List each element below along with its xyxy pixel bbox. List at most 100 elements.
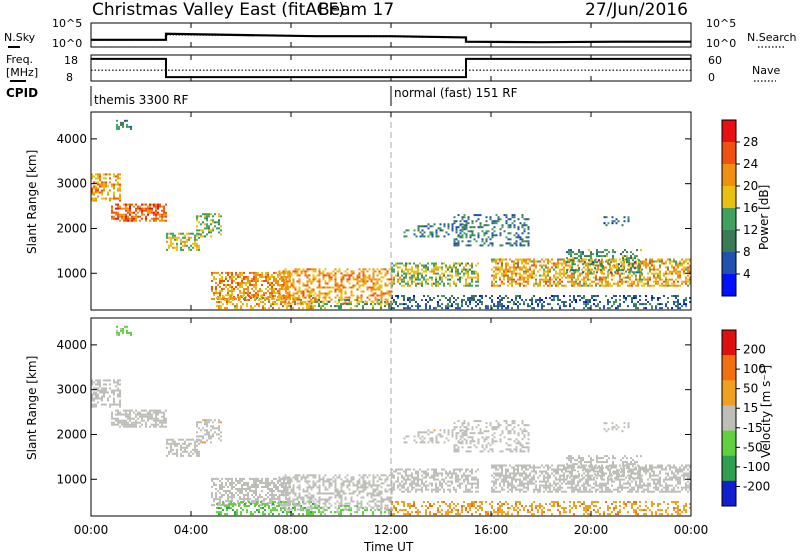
power-cell [561, 280, 563, 283]
power-cell [473, 226, 476, 229]
power-cell [465, 280, 467, 283]
velocity-cell [121, 423, 123, 426]
velocity-cell [127, 421, 129, 424]
power-cell [475, 272, 477, 275]
power-cell [210, 229, 212, 232]
power-cell [239, 282, 241, 284]
power-cell [239, 271, 241, 274]
power-cell [519, 284, 521, 287]
velocity-cell [121, 419, 123, 422]
power-cell [449, 264, 451, 267]
power-cell [310, 292, 313, 295]
power-cell [153, 203, 155, 206]
velocity-cell [111, 411, 113, 414]
velocity-cell [340, 482, 343, 485]
velocity-cell [277, 482, 279, 484]
power-cell [551, 258, 553, 261]
power-cell [531, 299, 533, 301]
velocity-cell [395, 480, 397, 483]
power-cell [499, 301, 501, 303]
velocity-cell [117, 379, 119, 382]
velocity-cell [262, 511, 264, 514]
power-cell [247, 288, 249, 290]
power-cell [505, 236, 508, 239]
beam-label: Beam 17 [318, 0, 394, 20]
power-cell [573, 307, 575, 310]
power-cell [451, 295, 453, 297]
power-cell [689, 258, 691, 261]
velocity-cell [202, 441, 204, 444]
power-cell [243, 290, 245, 293]
power-cell [232, 297, 234, 299]
power-cell [681, 280, 683, 283]
velocity-cell [202, 435, 204, 438]
power-cell [370, 290, 373, 293]
cpid-row: CPID themis 3300 RF normal (fast) 151 RF [6, 86, 518, 107]
power-cell [196, 217, 198, 220]
velocity-cell [320, 498, 323, 501]
velocity-cell [419, 468, 421, 471]
power-cell [571, 284, 573, 287]
velocity-cell [91, 381, 93, 384]
power-cell [637, 301, 639, 303]
power-cell [677, 274, 679, 277]
power-cell [463, 295, 465, 297]
velocity-cell [215, 496, 217, 499]
power-cell [277, 280, 279, 282]
velocity-cell [95, 379, 97, 382]
power-cell [115, 217, 117, 220]
velocity-cell [358, 509, 360, 512]
power-cell [467, 297, 469, 299]
velocity-cell [232, 503, 234, 505]
power-cell [225, 284, 227, 286]
velocity-cell [322, 511, 324, 514]
power-cell [362, 272, 365, 275]
velocity-cell [243, 477, 245, 480]
power-cell [159, 205, 161, 208]
velocity-cell [261, 482, 263, 484]
power-cell [539, 301, 541, 303]
velocity-cell [296, 480, 299, 483]
power-cell [384, 292, 387, 295]
power-cell [588, 255, 590, 258]
power-cell [457, 297, 459, 299]
power-cell [141, 217, 143, 220]
power-cell [237, 282, 239, 284]
power-cell [109, 173, 111, 176]
power-cell [515, 232, 518, 235]
power-cell [354, 284, 357, 287]
power-cell [572, 261, 574, 264]
velocity-cell [318, 478, 321, 481]
velocity-cell [403, 478, 405, 481]
velocity-cell [245, 482, 247, 484]
velocity-cell [101, 389, 103, 392]
velocity-cell [170, 442, 172, 445]
power-cell [119, 199, 121, 202]
power-cell [121, 213, 123, 216]
velocity-cell [273, 482, 275, 484]
power-cell [435, 280, 437, 283]
velocity-cell [147, 415, 149, 418]
power-cell [318, 282, 321, 285]
velocity-cell [163, 417, 165, 420]
power-cell [649, 303, 651, 306]
velocity-cell [210, 441, 212, 444]
velocity-cell [202, 437, 204, 440]
power-cell [597, 264, 599, 267]
power-cell [332, 286, 335, 289]
velocity-cell [113, 399, 115, 402]
power-cell [298, 268, 301, 271]
power-cell [111, 205, 113, 208]
velocity-cell [176, 454, 178, 457]
velocity-cell [219, 498, 221, 501]
velocity-cell [247, 498, 249, 501]
power-cell [296, 297, 298, 299]
power-cell [485, 232, 488, 235]
velocity-cell [285, 498, 287, 501]
power-cell [271, 290, 273, 293]
velocity-cell [214, 419, 216, 422]
power-cell [310, 268, 313, 271]
power-cell [255, 280, 257, 282]
velocity-cell [254, 511, 256, 514]
power-cell [629, 272, 631, 275]
